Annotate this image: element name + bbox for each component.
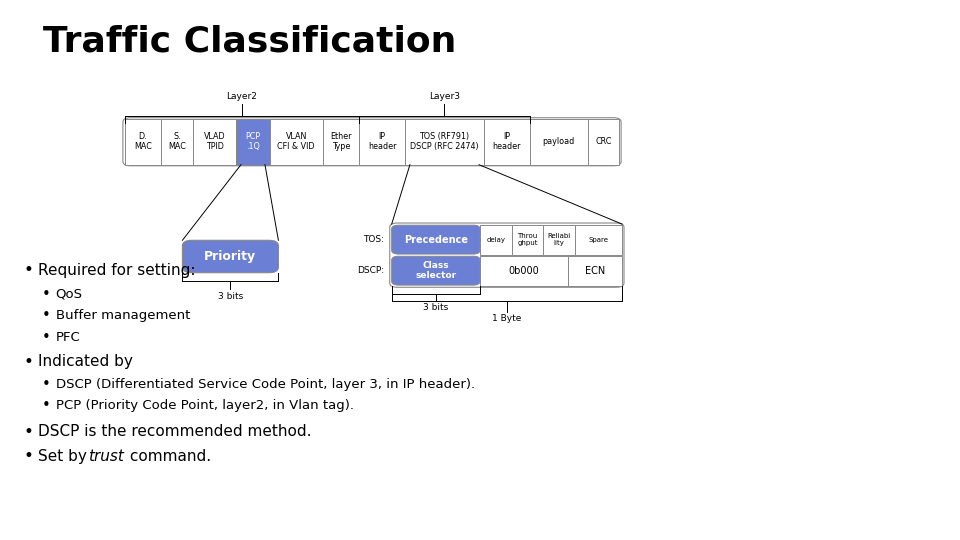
Text: 0b000: 0b000 (509, 266, 540, 276)
Text: •: • (41, 330, 51, 345)
Text: PFC: PFC (56, 331, 81, 344)
Text: •: • (41, 308, 51, 323)
FancyBboxPatch shape (392, 256, 480, 285)
Text: QoS: QoS (56, 288, 83, 301)
Text: Priority: Priority (204, 250, 256, 263)
Text: CRC: CRC (595, 137, 612, 146)
Text: S.
MAC: S. MAC (168, 132, 186, 151)
Text: IP
header: IP header (368, 132, 396, 151)
Text: Throu
ghput: Throu ghput (517, 233, 538, 246)
Text: Buffer management: Buffer management (56, 309, 190, 322)
Text: command.: command. (125, 449, 211, 464)
Bar (193, 119, 236, 165)
Text: Required for setting:: Required for setting: (38, 262, 196, 278)
Text: 1 Byte: 1 Byte (492, 314, 521, 323)
Text: VLAD
TPID: VLAD TPID (204, 132, 226, 151)
Text: Layer3: Layer3 (429, 92, 460, 101)
Bar (359, 119, 405, 165)
FancyBboxPatch shape (123, 118, 621, 166)
Bar (323, 119, 359, 165)
Text: ECN: ECN (585, 266, 606, 276)
Text: Ether
Type: Ether Type (330, 132, 351, 151)
Text: trust: trust (88, 449, 124, 464)
FancyBboxPatch shape (390, 223, 624, 287)
Text: Indicated by: Indicated by (38, 354, 133, 369)
Text: 3 bits: 3 bits (423, 303, 448, 312)
Text: •: • (41, 397, 51, 413)
Bar (480, 255, 568, 286)
Text: PCP
.1Q: PCP .1Q (246, 132, 260, 151)
Text: •: • (24, 353, 34, 371)
Text: Precedence: Precedence (404, 234, 468, 245)
Bar (588, 119, 619, 165)
FancyBboxPatch shape (392, 225, 480, 254)
Bar (236, 119, 270, 165)
Text: Class
selector: Class selector (416, 261, 456, 280)
Text: Reliabi
lity: Reliabi lity (547, 233, 571, 246)
Bar (270, 119, 323, 165)
Bar (530, 119, 588, 165)
Bar (405, 119, 484, 165)
Text: VLAN
CFI & VID: VLAN CFI & VID (277, 132, 315, 151)
Text: Traffic Classification: Traffic Classification (43, 24, 457, 58)
Bar (484, 119, 530, 165)
Bar (575, 225, 622, 255)
Text: •: • (41, 287, 51, 302)
Bar (161, 119, 193, 165)
Bar (512, 225, 543, 255)
Bar (568, 255, 622, 286)
Bar (125, 119, 161, 165)
Bar (480, 225, 512, 255)
Text: IP
header: IP header (492, 132, 521, 151)
Text: Spare: Spare (588, 237, 609, 242)
Text: 3 bits: 3 bits (218, 292, 243, 301)
FancyBboxPatch shape (182, 240, 278, 273)
Text: •: • (24, 261, 34, 279)
Text: TOS:: TOS: (363, 235, 384, 244)
Text: TOS (RF791)
DSCP (RFC 2474): TOS (RF791) DSCP (RFC 2474) (410, 132, 479, 151)
Bar (543, 225, 575, 255)
Text: DSCP:: DSCP: (357, 266, 384, 275)
Text: delay: delay (487, 237, 505, 242)
Text: DSCP (Differentiated Service Code Point, layer 3, in IP header).: DSCP (Differentiated Service Code Point,… (56, 378, 475, 391)
Text: •: • (24, 423, 34, 441)
Text: DSCP is the recommended method.: DSCP is the recommended method. (38, 424, 312, 440)
Text: payload: payload (542, 137, 575, 146)
Text: PCP (Priority Code Point, layer2, in Vlan tag).: PCP (Priority Code Point, layer2, in Vla… (56, 399, 353, 411)
Text: •: • (24, 447, 34, 465)
Text: •: • (41, 377, 51, 392)
Text: D.
MAC: D. MAC (134, 132, 152, 151)
Text: Set by: Set by (38, 449, 92, 464)
Text: Layer2: Layer2 (227, 92, 257, 101)
